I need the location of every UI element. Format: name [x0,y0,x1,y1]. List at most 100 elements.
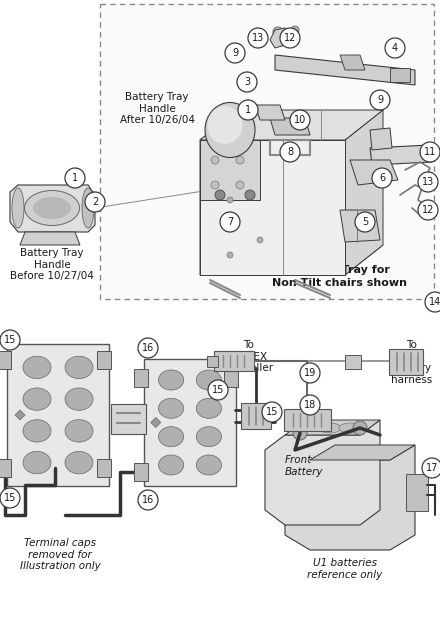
Polygon shape [340,55,365,70]
Ellipse shape [158,427,184,447]
Circle shape [0,330,20,350]
Ellipse shape [23,420,51,442]
Ellipse shape [158,370,184,390]
Polygon shape [270,118,310,135]
Circle shape [236,181,244,189]
Text: 1: 1 [245,105,251,115]
Circle shape [211,156,219,164]
Polygon shape [200,110,238,275]
Text: 11: 11 [424,147,436,157]
Circle shape [280,28,300,48]
Circle shape [418,172,438,192]
Polygon shape [200,140,345,275]
Circle shape [290,110,310,130]
Text: 13: 13 [422,177,434,187]
FancyBboxPatch shape [0,459,11,477]
Text: 14: 14 [429,297,440,307]
FancyBboxPatch shape [389,349,423,375]
Ellipse shape [33,197,71,219]
FancyBboxPatch shape [144,359,236,486]
Polygon shape [370,128,392,150]
FancyBboxPatch shape [0,351,11,369]
Ellipse shape [65,420,93,442]
Text: Terminal caps
removed for
Illustration only: Terminal caps removed for Illustration o… [20,538,100,571]
Text: 10: 10 [294,115,306,125]
Text: 15: 15 [266,407,278,417]
Ellipse shape [23,452,51,474]
Circle shape [65,168,85,188]
Text: 4: 4 [392,43,398,53]
Ellipse shape [65,388,93,410]
Polygon shape [200,140,260,200]
Text: 17: 17 [426,463,438,473]
Circle shape [138,490,158,510]
Text: 16: 16 [142,343,154,353]
FancyBboxPatch shape [134,369,148,387]
Text: Non Tilt chairs shown: Non Tilt chairs shown [272,278,407,288]
Circle shape [300,363,320,383]
FancyBboxPatch shape [100,4,434,299]
Polygon shape [10,185,95,232]
Polygon shape [350,160,398,185]
Circle shape [293,426,307,440]
Circle shape [227,197,233,203]
Text: Battery Tray
Handle
After 10/26/04: Battery Tray Handle After 10/26/04 [120,92,194,125]
FancyBboxPatch shape [97,351,111,369]
Circle shape [385,38,405,58]
Text: U1 batteries
reference only: U1 batteries reference only [308,558,383,579]
Text: 6: 6 [379,173,385,183]
Circle shape [248,28,268,48]
Circle shape [355,212,375,232]
FancyBboxPatch shape [284,409,331,431]
Ellipse shape [208,106,242,144]
FancyBboxPatch shape [224,369,238,387]
Circle shape [227,252,233,258]
Text: To
MK5 EX
controller: To MK5 EX controller [223,340,273,373]
Polygon shape [270,28,290,48]
Text: 15: 15 [4,335,16,345]
Text: 12: 12 [422,205,434,215]
Text: 15: 15 [4,493,16,503]
Text: 2: 2 [92,197,98,207]
Ellipse shape [196,455,221,475]
Polygon shape [340,210,380,242]
Circle shape [300,395,320,415]
Polygon shape [200,110,383,140]
Circle shape [422,458,440,478]
Circle shape [418,200,438,220]
Circle shape [85,192,105,212]
Circle shape [220,212,240,232]
Circle shape [225,43,245,63]
Circle shape [280,142,300,162]
Circle shape [211,181,219,189]
Ellipse shape [289,423,311,433]
Text: 8: 8 [287,147,293,157]
FancyBboxPatch shape [406,474,428,511]
FancyBboxPatch shape [134,463,148,481]
Polygon shape [310,445,415,460]
Text: Front
Battery: Front Battery [285,455,323,476]
Ellipse shape [319,423,341,433]
Ellipse shape [196,370,221,390]
Ellipse shape [12,188,24,228]
Text: 1: 1 [72,173,78,183]
Ellipse shape [205,102,255,157]
Text: 16: 16 [142,495,154,505]
Circle shape [238,100,258,120]
Circle shape [372,168,392,188]
Circle shape [370,90,390,110]
Text: 7: 7 [227,217,233,227]
Text: 9: 9 [377,95,383,105]
Ellipse shape [65,356,93,379]
FancyBboxPatch shape [206,355,217,366]
Circle shape [273,27,283,37]
Circle shape [0,488,20,508]
Polygon shape [15,410,25,420]
Text: To
front
battery
harness: To front battery harness [391,340,433,385]
FancyBboxPatch shape [111,404,146,434]
Polygon shape [390,68,410,82]
Circle shape [138,338,158,358]
Polygon shape [151,418,161,428]
Polygon shape [345,110,383,275]
Ellipse shape [82,188,94,228]
